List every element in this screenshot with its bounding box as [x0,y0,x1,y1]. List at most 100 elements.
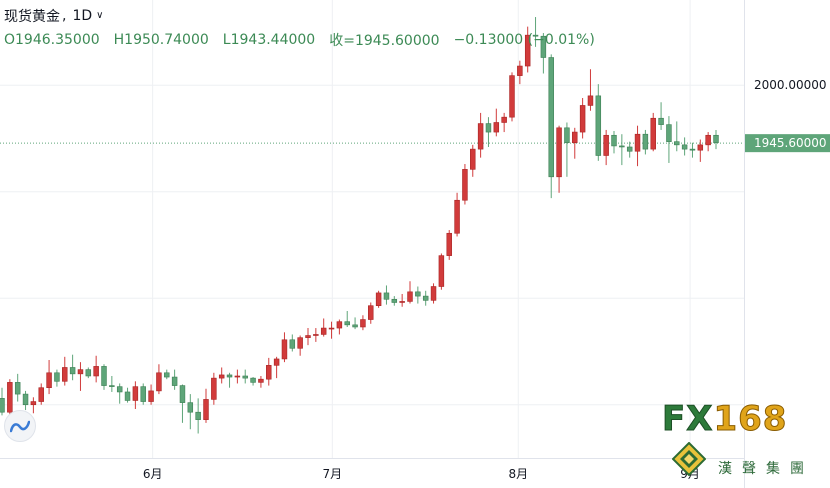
candle-body[interactable] [38,387,44,402]
candle-body[interactable] [273,358,280,366]
candle-body[interactable] [556,127,562,178]
candle-body[interactable] [422,295,429,301]
candle-body[interactable] [477,123,484,150]
candle-body[interactable] [524,34,531,67]
candle-body[interactable] [0,398,5,413]
candle-body[interactable] [30,401,37,406]
candle-body[interactable] [116,386,123,393]
candle-body[interactable] [470,148,476,170]
candle-body[interactable] [713,134,719,144]
candle-body[interactable] [164,372,170,378]
candle-body[interactable] [399,301,405,303]
candle-body[interactable] [462,169,468,201]
candle-body[interactable] [595,95,602,156]
candle-body[interactable] [266,365,272,380]
candle-body[interactable] [85,369,92,377]
candle-body[interactable] [187,402,194,413]
candle-body[interactable] [69,367,76,375]
candle-body[interactable] [383,292,390,300]
candle-body[interactable] [250,377,256,383]
candle-body[interactable] [415,291,421,297]
candle-body[interactable] [407,291,413,302]
candle-body[interactable] [540,35,547,58]
candle-body[interactable] [140,386,146,402]
candle-body[interactable] [564,127,570,144]
candle-body[interactable] [242,375,248,379]
candle-body[interactable] [14,382,21,395]
candle-body[interactable] [681,144,688,150]
candle-body[interactable] [281,339,288,360]
candle-body[interactable] [368,305,374,320]
candle-body[interactable] [62,367,68,382]
candle-body[interactable] [626,146,633,152]
chevron-down-icon[interactable]: ∨ [96,9,104,21]
candle-body[interactable] [132,386,139,401]
candle-body[interactable] [579,105,586,133]
chart-header: 现货黄金 , 1D ∨ O1946.35000 H1950.74000 L194… [4,6,595,50]
candle-body[interactable] [179,385,186,403]
candle-body[interactable] [297,337,303,349]
candle-body[interactable] [658,117,664,125]
candle-body[interactable] [391,298,398,303]
candle-body[interactable] [320,327,327,335]
candle-body[interactable] [54,372,60,382]
candle-body[interactable] [124,391,131,401]
candle-body[interactable] [211,377,217,400]
candle-body[interactable] [46,372,52,389]
candle-body[interactable] [7,382,13,413]
candle-body[interactable] [156,372,162,392]
candle-body[interactable] [674,141,680,146]
candle-body[interactable] [258,378,264,383]
candle-body[interactable] [642,133,649,150]
candle-body[interactable] [438,255,445,287]
candle-body[interactable] [517,65,523,76]
candle-body[interactable] [360,319,366,328]
candle-body[interactable] [454,199,460,234]
candle-body[interactable] [634,133,641,152]
candle-body[interactable] [22,393,29,406]
candle-body[interactable] [697,144,704,151]
candle-body[interactable] [234,375,241,378]
candle-body[interactable] [313,334,319,336]
candle-body[interactable] [93,366,99,377]
candle-body[interactable] [587,95,594,106]
candle-body[interactable] [650,117,656,150]
symbol-title[interactable]: 现货黄金 , 1D ∨ [4,6,595,26]
candle-body[interactable] [218,374,225,379]
candle-body[interactable] [336,321,343,329]
candle-body[interactable] [352,324,358,328]
candle-body[interactable] [171,376,178,386]
candle-body[interactable] [548,57,554,178]
candle-body[interactable] [603,134,609,156]
candle-body[interactable] [572,131,578,144]
candle-body[interactable] [493,122,500,133]
candle-body[interactable] [705,134,711,146]
candle-body[interactable] [532,34,539,37]
candle-body[interactable] [689,148,696,151]
candle-body[interactable] [195,411,201,420]
candle-body[interactable] [101,366,107,386]
candle-body[interactable] [203,399,209,420]
candle-body[interactable] [611,134,617,147]
candle-body[interactable] [109,385,115,387]
candle-body[interactable] [619,145,625,148]
candle-body[interactable] [446,232,452,256]
candle-body[interactable] [375,292,382,306]
candle-body[interactable] [226,374,233,378]
candle-body[interactable] [501,116,507,123]
candle-body[interactable] [430,286,437,301]
open-value: O1946.35000 [4,32,100,48]
candle-body[interactable] [148,390,154,402]
candle-body[interactable] [509,75,515,118]
candle-body[interactable] [485,123,492,133]
interval-label[interactable]: 1D [72,8,93,24]
candle-body[interactable] [344,321,350,326]
candle-body[interactable] [289,339,296,349]
candle-body[interactable] [328,327,335,330]
candle-body[interactable] [77,369,84,375]
candle-body[interactable] [666,124,672,142]
candle-body[interactable] [305,335,311,338]
tradingview-logo-icon[interactable] [4,410,36,442]
